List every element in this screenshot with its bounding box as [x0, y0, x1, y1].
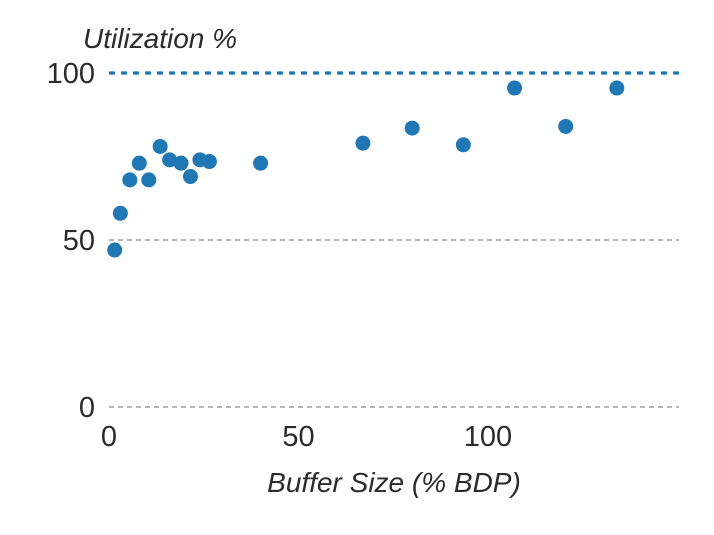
data-point	[152, 138, 168, 154]
data-point	[112, 205, 128, 221]
data-points	[107, 80, 625, 258]
data-point	[122, 172, 138, 188]
x-tick-label-0: 0	[101, 421, 117, 453]
data-point	[558, 118, 574, 134]
data-point	[253, 155, 269, 171]
data-point	[355, 135, 371, 151]
data-point	[141, 172, 157, 188]
y-tick-labels: 0 50 100	[47, 58, 95, 424]
x-axis-title: Buffer Size (% BDP)	[267, 467, 521, 498]
data-point	[455, 137, 471, 153]
y-tick-label-0: 0	[79, 392, 95, 424]
data-point	[507, 80, 523, 96]
data-point	[162, 152, 178, 168]
x-tick-label-100: 100	[464, 421, 512, 453]
data-point	[107, 242, 123, 258]
data-point	[131, 155, 147, 171]
data-point	[182, 169, 198, 185]
data-point	[201, 154, 217, 170]
y-axis-title: Utilization %	[83, 23, 237, 54]
y-tick-label-100: 100	[47, 58, 95, 90]
y-tick-label-50: 50	[63, 225, 95, 257]
data-point	[404, 120, 420, 136]
grid-lines	[109, 239, 679, 408]
data-point	[609, 80, 625, 96]
x-tick-label-50: 50	[282, 421, 314, 453]
x-tick-labels: 0 50 100	[101, 421, 512, 453]
data-point	[173, 155, 189, 171]
